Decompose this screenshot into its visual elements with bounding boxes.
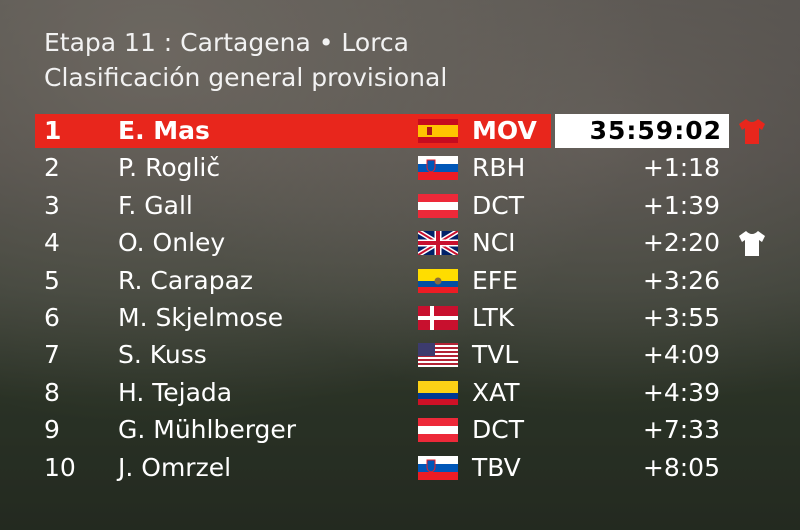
time: +4:39 bbox=[642, 377, 720, 407]
team: XAT bbox=[472, 377, 520, 407]
time: +1:39 bbox=[642, 190, 720, 220]
rank: 10 bbox=[44, 452, 76, 482]
rank: 9 bbox=[44, 415, 60, 445]
flag bbox=[418, 306, 458, 330]
rank: 5 bbox=[44, 265, 60, 295]
standing-row: 4 O. Onley NCI +2:20 bbox=[0, 226, 800, 260]
standing-row: 7 S. Kuss TVL +4:09 bbox=[0, 338, 800, 372]
time: +3:55 bbox=[642, 303, 720, 332]
time: +8:05 bbox=[642, 452, 720, 482]
standing-row: 3 F. Gall DCT +1:39 bbox=[0, 189, 800, 223]
flag bbox=[418, 343, 458, 367]
flag bbox=[418, 418, 458, 442]
standing-row: 10 J. Omrzel TBV +8:05 bbox=[0, 451, 800, 485]
rank: 2 bbox=[44, 153, 60, 183]
rider: M. Skjelmose bbox=[118, 303, 284, 332]
leader-bar bbox=[35, 114, 551, 148]
rider: P. Roglič bbox=[118, 153, 221, 183]
rider: J. Omrzel bbox=[118, 452, 232, 482]
rider: E. Mas bbox=[118, 116, 210, 145]
flag bbox=[418, 231, 458, 255]
rank: 1 bbox=[44, 116, 62, 145]
rank: 6 bbox=[44, 303, 60, 332]
rank: 8 bbox=[44, 377, 60, 407]
flag bbox=[418, 119, 458, 143]
standing-row: 5 R. Carapaz EFE +3:26 bbox=[0, 264, 800, 298]
rank: 4 bbox=[44, 228, 60, 258]
rider: O. Onley bbox=[118, 228, 226, 258]
team: MOV bbox=[472, 116, 537, 145]
team: TBV bbox=[472, 452, 521, 482]
team: DCT bbox=[472, 190, 524, 220]
rider: G. Mühlberger bbox=[118, 415, 297, 445]
rider: F. Gall bbox=[118, 190, 193, 220]
flag bbox=[418, 381, 458, 405]
flag bbox=[418, 456, 458, 480]
team: NCI bbox=[472, 228, 516, 258]
time: +1:18 bbox=[642, 153, 720, 183]
jersey-icon bbox=[737, 228, 767, 258]
team: EFE bbox=[472, 265, 518, 295]
flag bbox=[418, 156, 458, 180]
time: +2:20 bbox=[642, 228, 720, 258]
classification-title: Clasificación general provisional bbox=[44, 63, 448, 92]
rider: S. Kuss bbox=[118, 340, 207, 370]
team: LTK bbox=[472, 303, 515, 332]
time: +4:09 bbox=[642, 340, 720, 370]
rank: 7 bbox=[44, 340, 60, 370]
time: +3:26 bbox=[642, 265, 720, 295]
time-box bbox=[555, 114, 729, 148]
flag bbox=[418, 269, 458, 293]
team: TVL bbox=[472, 340, 519, 370]
standing-row: 8 H. Tejada XAT +4:39 bbox=[0, 376, 800, 410]
time: 35:59:02 bbox=[589, 116, 722, 145]
rider: H. Tejada bbox=[118, 377, 233, 407]
standing-row: 9 G. Mühlberger DCT +7:33 bbox=[0, 413, 800, 447]
stage-title: Etapa 11 : Cartagena • Lorca bbox=[44, 28, 409, 57]
standing-row: 1 E. Mas MOV 35:59:02 bbox=[0, 114, 800, 148]
rider: R. Carapaz bbox=[118, 265, 254, 295]
rank: 3 bbox=[44, 190, 60, 220]
time: +7:33 bbox=[642, 415, 720, 445]
team: RBH bbox=[472, 153, 526, 183]
standing-row: 2 P. Roglič RBH +1:18 bbox=[0, 151, 800, 185]
standing-row: 6 M. Skjelmose LTK +3:55 bbox=[0, 301, 800, 335]
jersey-icon bbox=[737, 116, 767, 146]
flag bbox=[418, 194, 458, 218]
team: DCT bbox=[472, 415, 524, 445]
